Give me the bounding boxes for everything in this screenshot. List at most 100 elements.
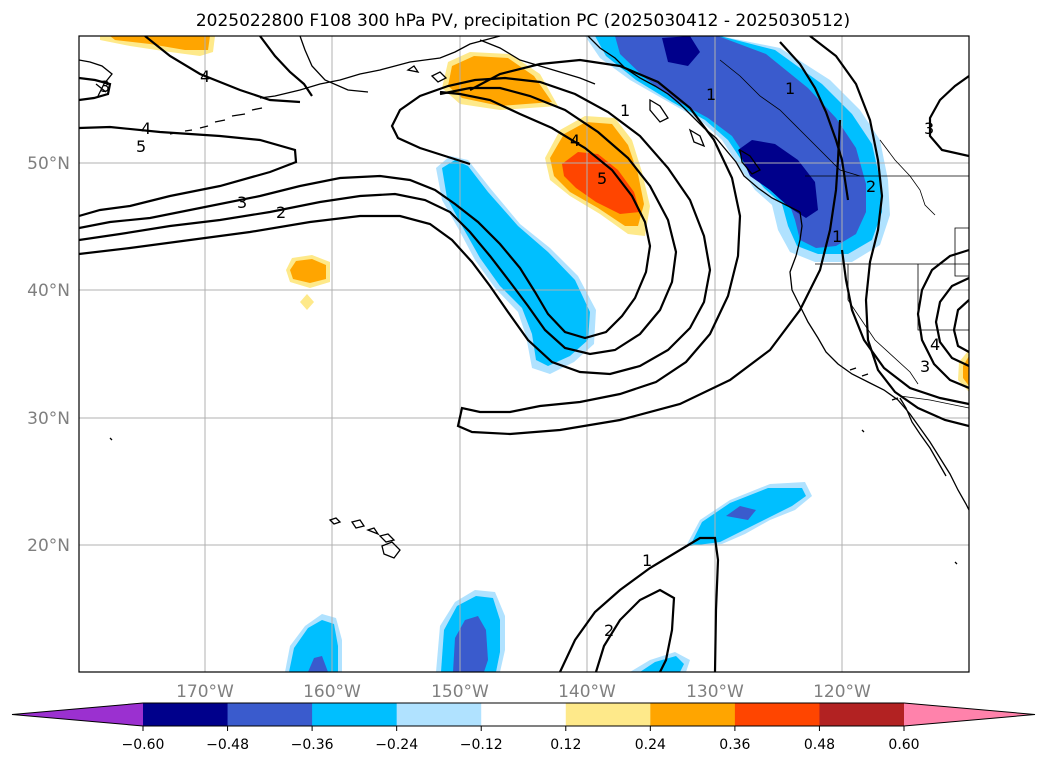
pv-contour-1 <box>779 41 850 201</box>
colorbar-tick-label: 0.24 <box>635 737 666 753</box>
colorbar-tick-label: −0.24 <box>375 737 418 753</box>
pv-contour-4 <box>952 299 969 353</box>
contour-label: 1 <box>620 101 630 120</box>
figure-title: 2025022800 F108 300 hPa PV, precipitatio… <box>196 11 850 31</box>
contour-labels: 4 5 3 2 4 3 1 4 5 1 1 2 1 3 3 4 1 2 <box>100 67 940 640</box>
longitude-labels: 170°W 160°W 150°W 140°W 130°W 120°W <box>176 682 871 702</box>
precip-negative-area <box>726 506 756 520</box>
coastline-hawaii <box>328 517 401 559</box>
lon-label: 130°W <box>686 682 744 702</box>
lon-label: 160°W <box>303 682 361 702</box>
colorbar-tick-label: 0.36 <box>719 737 750 753</box>
coastline-alaska-mainland <box>479 39 596 85</box>
contour-label: 4 <box>570 131 580 150</box>
coastline-channel-islands <box>849 367 899 401</box>
precip-negative-area <box>738 140 818 218</box>
precip-negative-area <box>308 656 328 672</box>
precip-negative-area <box>662 36 700 66</box>
colorbar-tick-label: 0.60 <box>888 737 919 753</box>
coastline-baja <box>899 397 947 477</box>
colorbar-segment <box>819 703 905 726</box>
pv-contour-3 <box>928 75 969 158</box>
colorbar-tick-label: 0.12 <box>550 737 581 753</box>
colorbar-tick-label: −0.48 <box>206 737 249 753</box>
pv-contour-3 <box>79 76 112 102</box>
colorbar-segment <box>143 703 229 726</box>
contour-label: 3 <box>920 357 930 376</box>
pv-contour-2 <box>809 36 969 428</box>
precipitation-shading <box>100 36 969 672</box>
pv-contour-1 <box>840 249 969 406</box>
pv-contours <box>79 36 969 672</box>
precip-positive-area <box>300 294 314 310</box>
border-us-mexico <box>899 395 969 409</box>
contour-label: 4 <box>200 67 210 86</box>
lat-label: 20°N <box>27 536 70 556</box>
precip-negative-area <box>640 656 684 672</box>
colorbar-tick-label: −0.60 <box>122 737 165 753</box>
contour-label: 2 <box>276 203 286 222</box>
colorbar-segment <box>565 703 651 726</box>
colorbar-segment <box>396 703 482 726</box>
coastline-small-islands <box>109 429 958 565</box>
precip-positive-area <box>448 56 552 106</box>
pv-contour-1 <box>456 58 842 436</box>
lat-label: 40°N <box>27 281 70 301</box>
colorbar-segment <box>650 703 736 726</box>
coastlines <box>79 36 969 565</box>
contour-label: 4 <box>930 335 940 354</box>
colorbar-tick-label: −0.36 <box>291 737 334 753</box>
lon-label: 170°W <box>176 682 234 702</box>
pv-contour-3 <box>916 248 969 390</box>
pv-contour-2 <box>594 588 676 672</box>
contour-label: 1 <box>785 79 795 98</box>
contour-label: 2 <box>866 177 876 196</box>
precip-positive-area <box>562 152 640 214</box>
map-panel: 4 5 3 2 4 3 1 4 5 1 1 2 1 3 3 4 1 2 <box>78 35 970 673</box>
colorbar-segment <box>227 703 313 726</box>
pv-contour-1 <box>559 536 720 672</box>
coastline-alaska-north <box>299 36 369 93</box>
colorbar-segment <box>904 703 1035 726</box>
colorbar-segment <box>12 703 143 726</box>
contour-label: 1 <box>706 85 716 104</box>
border-states <box>815 227 969 385</box>
contour-label: 1 <box>832 227 842 246</box>
border-canada-provinces <box>879 139 936 216</box>
pv-contour-5 <box>79 125 298 218</box>
colorbar-segment <box>481 703 567 726</box>
precip-positive-area <box>290 259 326 283</box>
contour-label: 4 <box>141 119 151 138</box>
colorbar: −0.60 −0.48 −0.36 −0.24 −0.12 0.12 0.24 0.36 0.4… <box>11 702 1036 753</box>
lon-label: 140°W <box>558 682 616 702</box>
contour-label: 3 <box>237 193 247 212</box>
lat-label: 30°N <box>27 409 70 429</box>
contour-label: 5 <box>597 169 607 188</box>
contour-label: 2 <box>604 621 614 640</box>
map-frame <box>78 35 970 673</box>
latitude-labels: 50°N 40°N 30°N 20°N <box>27 154 70 556</box>
contour-label: 5 <box>136 137 146 156</box>
coastline-islands-bc <box>649 98 761 175</box>
precip-negative-area <box>453 616 488 672</box>
pv-contour-3 <box>79 86 678 356</box>
contour-label: 3 <box>924 119 934 138</box>
pv-contour-4 <box>79 90 652 340</box>
coastline-kodiak <box>406 65 448 83</box>
precip-negative-area <box>289 620 338 672</box>
colorbar-segment <box>312 703 398 726</box>
pv-contour-2 <box>79 76 712 376</box>
lat-label: 50°N <box>27 154 70 174</box>
pv-contour-4 <box>144 36 301 104</box>
lon-label: 120°W <box>813 682 871 702</box>
lon-label: 150°W <box>431 682 489 702</box>
colorbar-tick-label: 0.48 <box>804 737 835 753</box>
colorbar-tick-label: −0.12 <box>460 737 503 753</box>
coastline-us-west <box>789 211 969 511</box>
contour-label: 1 <box>642 551 652 570</box>
colorbar-segment <box>734 703 820 726</box>
contour-label: 3 <box>100 77 110 96</box>
precip-positive-area <box>110 36 210 50</box>
pv-contour-4 <box>259 36 313 97</box>
